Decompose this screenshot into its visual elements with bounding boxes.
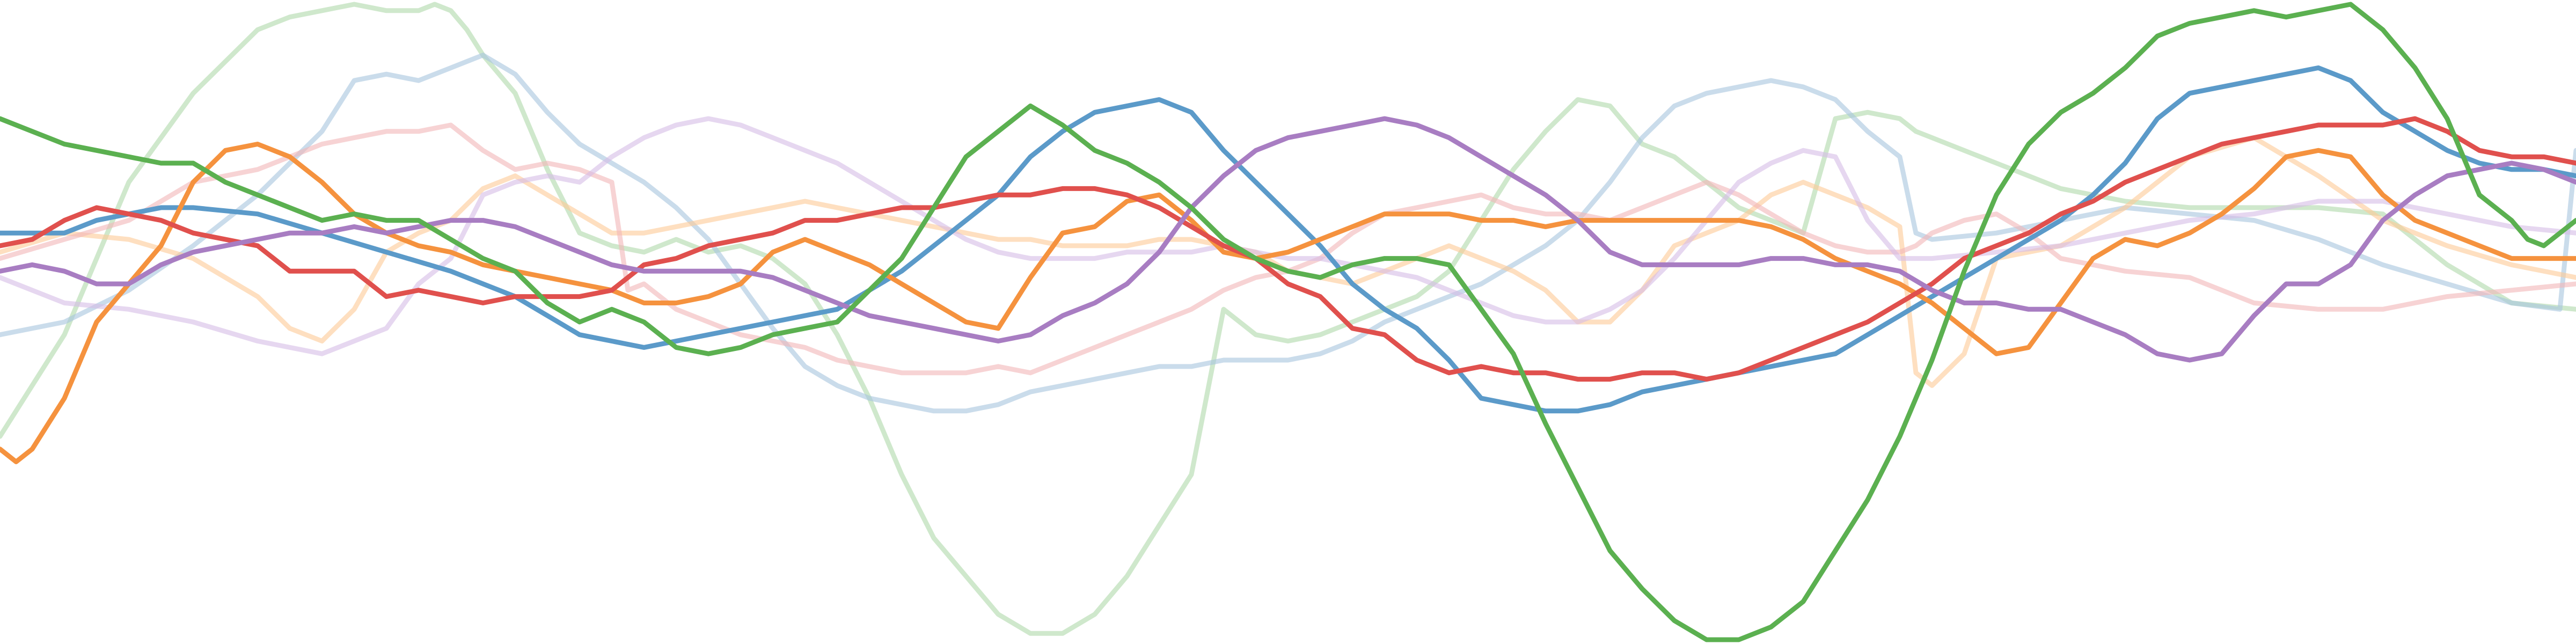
- series-line-orange: [0, 142, 2576, 464]
- series-line-red-faint: [0, 122, 2576, 376]
- series-line-orange-faint: [0, 135, 2576, 388]
- series-line-red: [0, 116, 2576, 382]
- series-line-blue-faint: [0, 53, 2576, 414]
- series-line-purple-faint: [0, 116, 2576, 356]
- series-line-blue: [0, 65, 2576, 414]
